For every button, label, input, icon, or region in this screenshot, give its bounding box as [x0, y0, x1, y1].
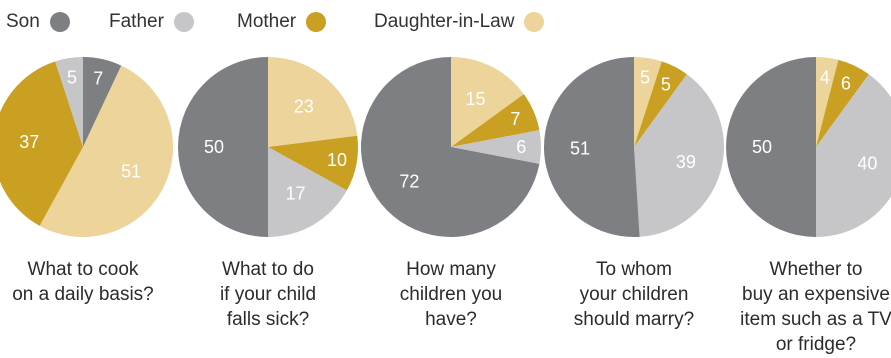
pie-4-caption-line: To whom — [595, 259, 673, 280]
pie-1-label-daughter-in-law: 51 — [121, 162, 141, 182]
legend-swatch-father — [173, 12, 194, 32]
pie-5-label-son: 50 — [752, 137, 772, 157]
pie-2-caption-line: What to do — [222, 259, 314, 280]
pie-3-caption-line: have? — [425, 309, 477, 330]
pie-5-caption-line: buy an expensive — [742, 284, 890, 305]
pie-2-caption-line: falls sick? — [226, 309, 310, 330]
pie-2-label-mother: 10 — [327, 150, 347, 170]
legend-item-son: Son — [6, 11, 70, 33]
pie-4-slice-son — [543, 57, 640, 237]
pie-3-caption-line: How many — [406, 259, 496, 280]
pie-3-label-son: 72 — [399, 171, 419, 191]
pie-4-caption-line: your children — [579, 284, 689, 305]
pie-5-caption-line: Whether to — [769, 259, 863, 280]
legend-label-daughter-in-law: Daughter-in-Law — [374, 11, 515, 32]
pie-4-label-mother: 5 — [661, 74, 671, 94]
legend-label-son: Son — [6, 11, 40, 32]
pie-3-slice-mother — [451, 94, 540, 147]
legend-item-daughter-in-law: Daughter-in-Law — [374, 11, 545, 33]
legend-item-father: Father — [109, 11, 194, 33]
pie-3-label-daughter-in-law: 15 — [465, 89, 485, 109]
pie-2-label-son: 50 — [204, 137, 224, 157]
pie-2-label-daughter-in-law: 23 — [294, 96, 314, 116]
pie-2-caption-line: if your child — [219, 284, 317, 305]
legend-label-mother: Mother — [237, 11, 297, 32]
legend-swatch-mother — [306, 12, 327, 32]
pie-2-caption: What to do if your child falls sick? — [168, 257, 368, 332]
pie-3-slice-daughter-in-law — [451, 57, 524, 147]
pie-3-caption-line: children you — [399, 284, 503, 305]
pie-5-label-daughter-in-law: 4 — [820, 67, 830, 87]
legend-item-mother: Mother — [237, 11, 327, 33]
pie-4-slice-daughter-in-law — [634, 57, 662, 147]
pie-5-slice-mother — [816, 59, 869, 147]
pie-1-slice-father — [55, 57, 83, 147]
pie-4-label-son: 51 — [570, 139, 590, 159]
pie-2-label-father: 17 — [285, 183, 305, 203]
pie-5-label-mother: 6 — [841, 73, 851, 93]
pie-2-slice-daughter-in-law — [268, 57, 358, 147]
pie-1-slice-mother — [0, 61, 83, 226]
pie-2-slice-mother — [268, 135, 359, 191]
pie-5-caption-line: or fridge? — [775, 334, 857, 355]
pie-2-slice-son — [178, 57, 268, 237]
pie-1-caption: What to cook on a daily basis? — [0, 257, 183, 307]
pie-5-label-father: 40 — [857, 154, 877, 174]
legend-swatch-son — [49, 12, 70, 32]
pie-3-caption: How many children you have? — [351, 257, 551, 332]
pie-1-caption-line: What to cook — [27, 259, 139, 280]
pie-3-slice-son — [360, 57, 540, 238]
pie-5-slice-son — [726, 57, 816, 237]
pie-5-slice-daughter-in-law — [816, 57, 839, 147]
pie-4-label-daughter-in-law: 5 — [640, 68, 650, 88]
pie-1-caption-line: on a daily basis? — [12, 284, 154, 305]
pie-1-slice-son — [83, 57, 122, 147]
pie-4-caption: To whom your children should marry? — [534, 257, 734, 332]
pie-4-slice-mother — [634, 61, 687, 147]
pie-4-slice-father — [634, 74, 725, 237]
pie-3-slice-father — [451, 130, 541, 164]
pie-1-label-father: 5 — [67, 68, 77, 88]
legend-label-father: Father — [109, 11, 164, 32]
pie-5-slice-father — [816, 74, 891, 237]
pie-3-label-mother: 7 — [510, 109, 520, 129]
pie-1-label-mother: 37 — [19, 132, 39, 152]
pie-2-slice-father — [268, 147, 347, 238]
pie-5-caption-line: item such as a TV — [740, 309, 891, 330]
pie-1-label-son: 7 — [93, 68, 103, 88]
pie-3-label-father: 6 — [516, 137, 526, 157]
chart-legend: Son Father Mother Daughter-in-Law — [0, 0, 891, 44]
pie-5-caption: Whether to buy an expensive item such as a… — [716, 257, 891, 357]
pie-1-slice-daughter-in-law — [39, 65, 174, 238]
pie-4-caption-line: should marry? — [573, 309, 695, 330]
legend-swatch-daughter-in-law — [524, 12, 545, 32]
pie-4-label-father: 39 — [676, 152, 696, 172]
